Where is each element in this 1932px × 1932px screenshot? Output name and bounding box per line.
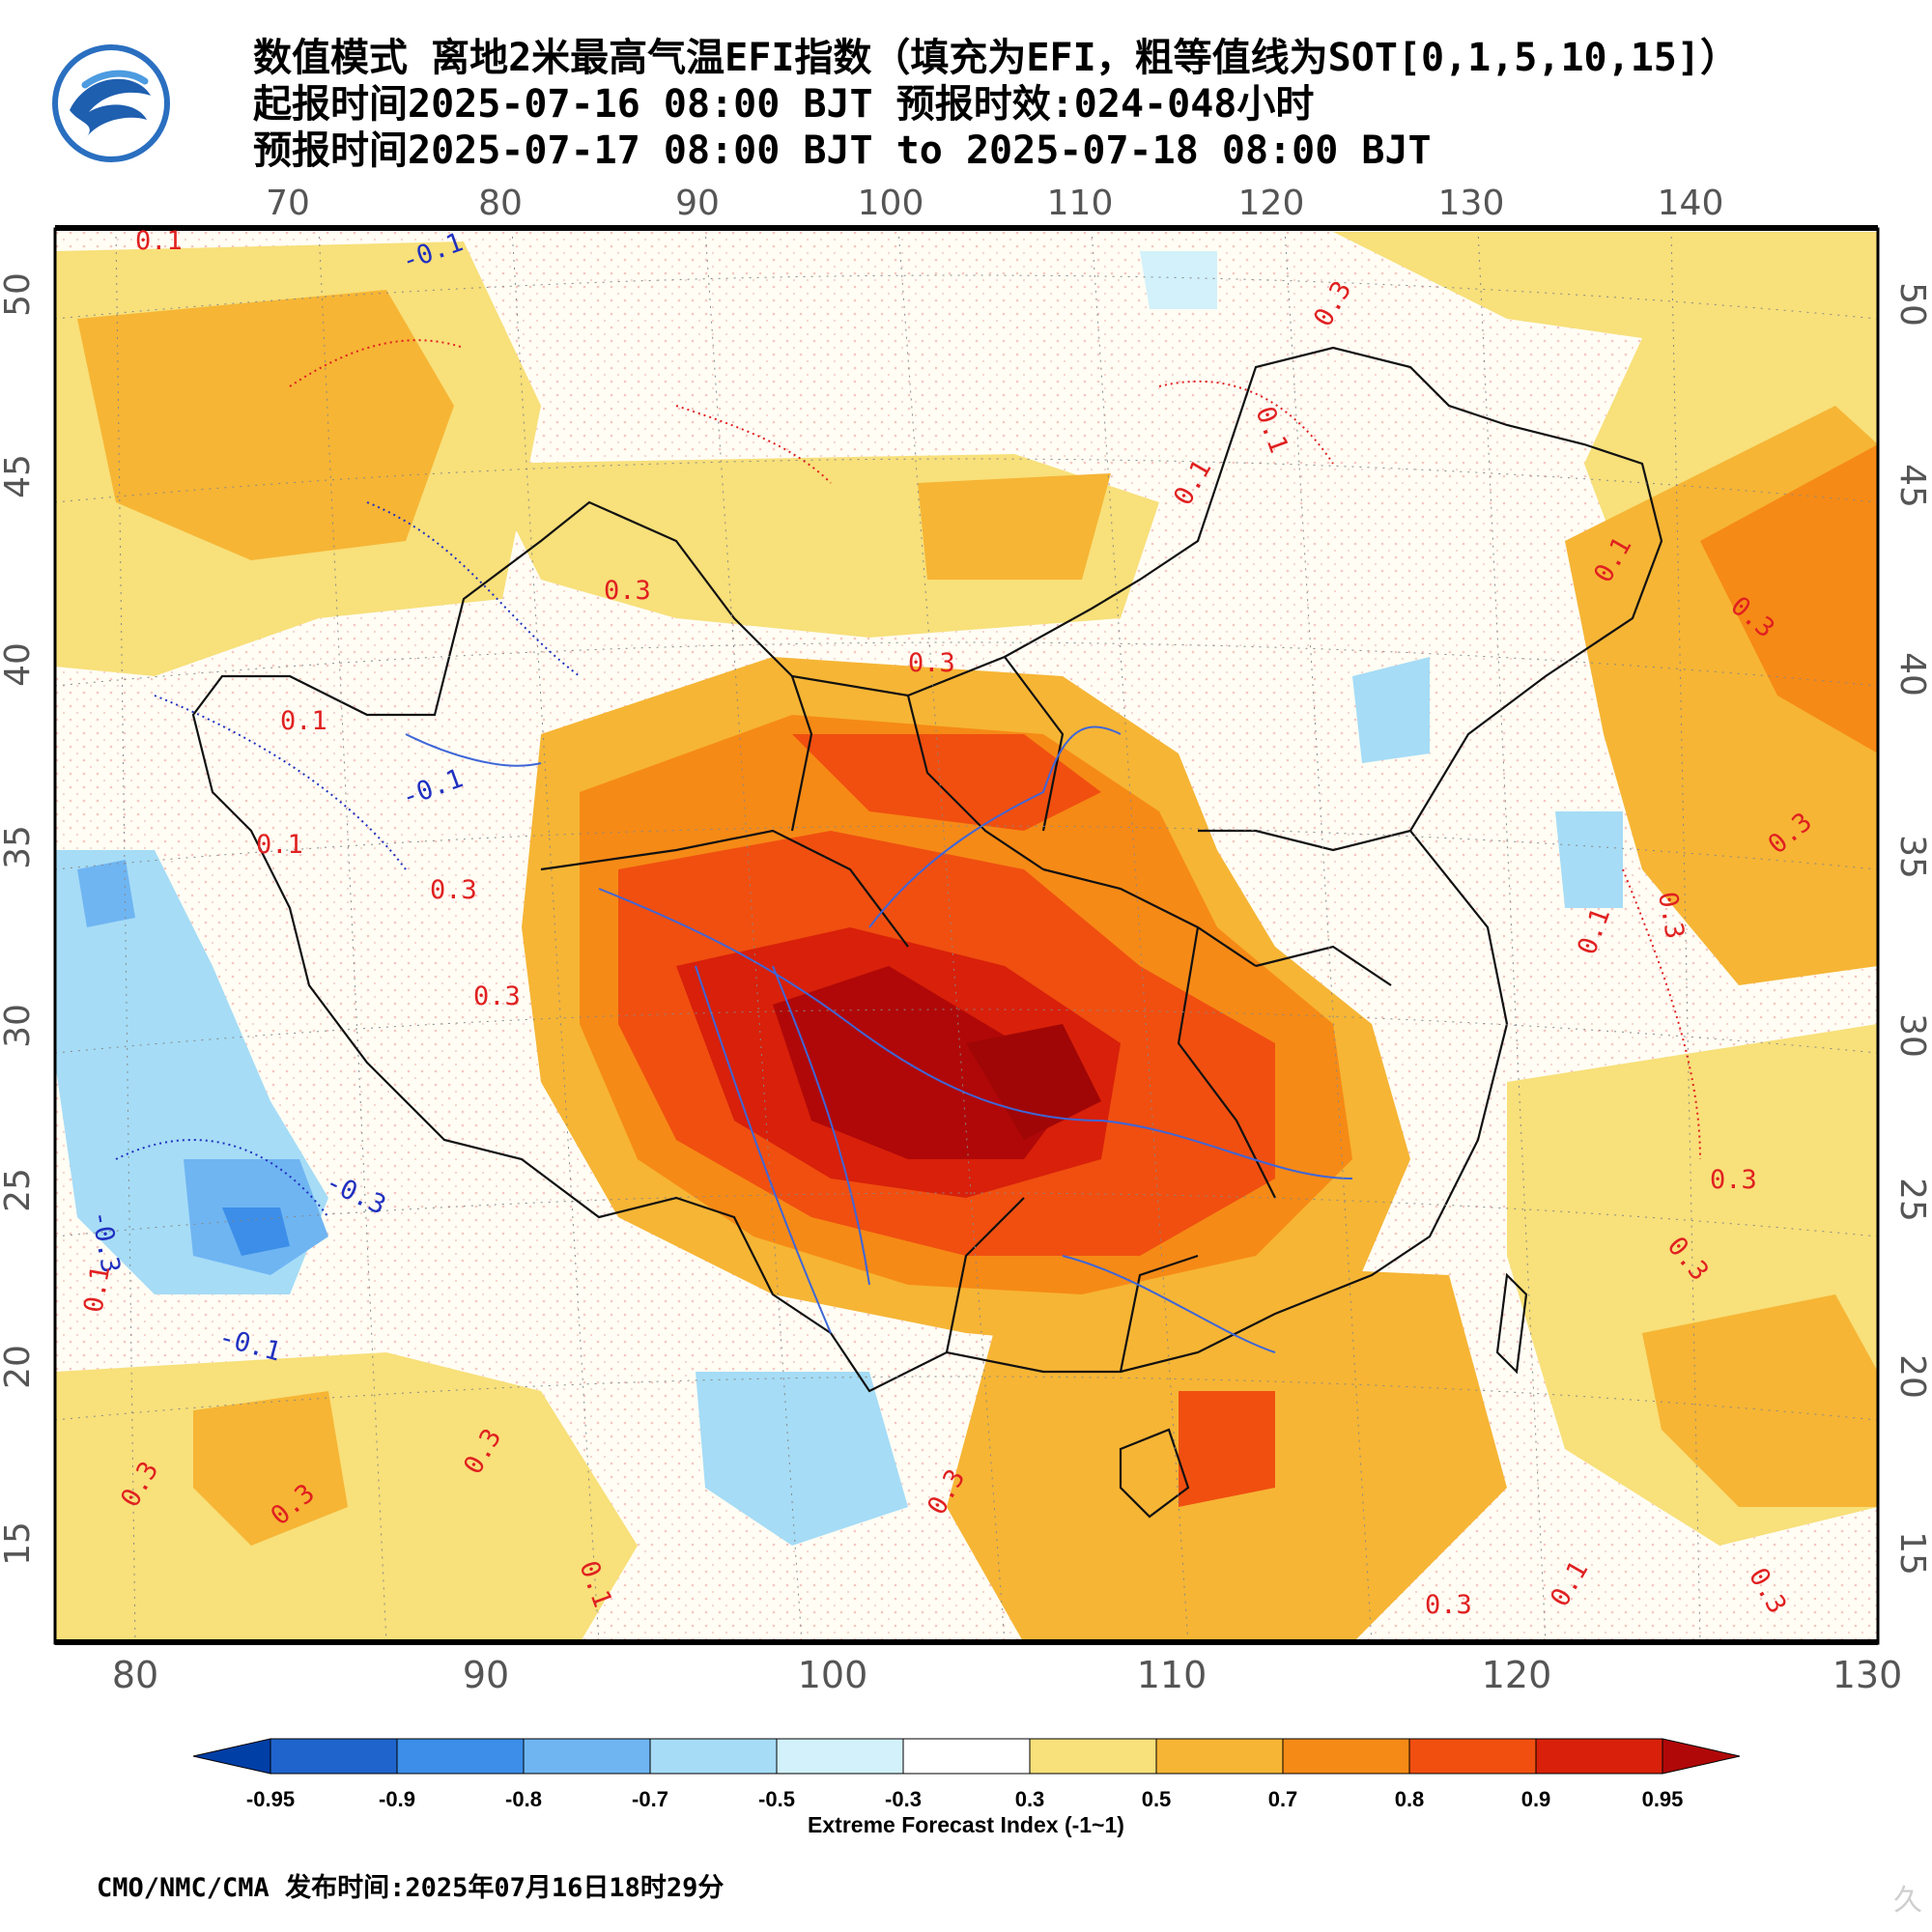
colorbar-tick-label: -0.5	[758, 1787, 795, 1811]
bottom-lon-label-90: 90	[463, 1654, 509, 1696]
top-lon-label-100: 100	[858, 184, 924, 223]
colorbar-low-triangle	[192, 1738, 271, 1775]
top-lon-label-130: 130	[1438, 184, 1505, 223]
right-lat-label-50: 50	[1892, 282, 1932, 327]
contour-label: 0.1	[256, 830, 303, 860]
title-line-1: 数值模式 离地2米最高气温EFI指数（填充为EFI，粗等值线为SOT[0,1,5…	[253, 36, 1739, 80]
contour-label: 0.1	[135, 226, 183, 256]
colorbar-tick-label: 0.95	[1642, 1787, 1684, 1811]
colorbar-tick-label: 0.7	[1268, 1787, 1298, 1811]
colorbar-title: Extreme Forecast Index (-1~1)	[808, 1812, 1124, 1837]
bottom-longitude-labels: 80 90 100 110 120 130	[112, 1654, 1902, 1696]
colorbar-tick-label: -0.95	[246, 1787, 295, 1811]
colorbar-segment	[776, 1738, 904, 1775]
graticule	[54, 228, 1879, 1644]
top-lon-label-80: 80	[478, 184, 523, 223]
top-lon-label-140: 140	[1658, 184, 1724, 223]
top-lon-label-70: 70	[266, 184, 310, 223]
footer-issue-time: CMO/NMC/CMA 发布时间:2025年07月16日18时29分	[97, 1873, 724, 1903]
colorbar-tick-label: 0.5	[1142, 1787, 1172, 1811]
watermark: 久	[1893, 1884, 1922, 1918]
contour-label: 0.1	[280, 706, 327, 736]
colorbar-tick-label: -0.8	[505, 1787, 542, 1811]
top-lon-label-90: 90	[675, 184, 720, 223]
bottom-lon-label-80: 80	[112, 1654, 158, 1696]
china-borders	[191, 346, 1663, 1519]
colorbar-segment	[396, 1738, 525, 1775]
colorbar-segment	[902, 1738, 1031, 1775]
colorbar-tick-label: -0.7	[632, 1787, 668, 1811]
top-longitude-labels: 70 80 90 100 110 120 130 140	[266, 184, 1723, 223]
right-lat-label-30: 30	[1892, 1013, 1932, 1058]
bottom-lon-label-120: 120	[1482, 1654, 1552, 1696]
colorbar-segment	[1282, 1738, 1410, 1775]
contour-label: 0.3	[1425, 1590, 1472, 1620]
colorbar-tick-labels: -0.95 -0.9 -0.8 -0.7 -0.5 -0.3 0.3 0.5 0.7 0.8 0.9…	[246, 1787, 1683, 1811]
top-lon-label-120: 120	[1238, 184, 1305, 223]
left-lat-label-30: 30	[0, 1004, 38, 1048]
right-lat-label-40: 40	[1892, 652, 1932, 696]
left-lat-label-20: 20	[0, 1345, 38, 1389]
colorbar-high-triangle	[1662, 1738, 1741, 1775]
right-lat-label-15: 15	[1892, 1531, 1932, 1576]
bottom-lon-label-100: 100	[798, 1654, 868, 1696]
colorbar-segment	[523, 1738, 651, 1775]
left-lat-label-25: 25	[0, 1168, 38, 1212]
right-lat-label-25: 25	[1892, 1178, 1932, 1222]
colorbar-segment	[1408, 1738, 1537, 1775]
colorbar-tick-label: 0.9	[1521, 1787, 1551, 1811]
colorbar-segment	[1029, 1738, 1157, 1775]
colorbar-tick-label: 0.3	[1015, 1787, 1045, 1811]
bottom-lon-label-130: 130	[1833, 1654, 1903, 1696]
left-lat-label-15: 15	[0, 1521, 38, 1566]
colorbar-tick-label: 0.8	[1395, 1787, 1425, 1811]
colorbar-segment	[270, 1738, 398, 1775]
right-lat-label-20: 20	[1892, 1354, 1932, 1399]
title-block: 数值模式 离地2米最高气温EFI指数（填充为EFI，粗等值线为SOT[0,1,5…	[253, 35, 1895, 174]
sot-contours	[115, 339, 1701, 1218]
cma-logo-icon	[52, 44, 170, 162]
contour-label: 0.3	[604, 576, 651, 606]
contour-label: 0.3	[908, 648, 955, 678]
bottom-lon-label-110: 110	[1137, 1654, 1208, 1696]
right-lat-label-45: 45	[1892, 464, 1932, 508]
right-lat-label-35: 35	[1892, 835, 1932, 879]
colorbar-segment	[649, 1738, 778, 1775]
colorbar-tick-label: -0.3	[885, 1787, 922, 1811]
efi-colorbar	[192, 1738, 1741, 1775]
contour-label: 0.3	[1710, 1165, 1757, 1195]
contour-label: 0.3	[430, 875, 477, 905]
right-latitude-labels: 50 45 40 35 30 25 20 15	[1892, 282, 1932, 1576]
left-latitude-labels: 50 45 40 35 30 25 20 15	[0, 272, 38, 1566]
top-lon-label-110: 110	[1047, 184, 1114, 223]
left-lat-label-40: 40	[0, 642, 38, 687]
title-line-2: 起报时间2025-07-16 08:00 BJT 预报时效:024-048小时	[253, 82, 1315, 127]
colorbar-tick-label: -0.9	[379, 1787, 415, 1811]
efi-fill-layer	[55, 229, 1878, 1643]
colorbar-segment	[1535, 1738, 1663, 1775]
colorbar-segment	[1155, 1738, 1284, 1775]
left-lat-label-50: 50	[0, 272, 38, 317]
contour-label: 0.3	[473, 981, 521, 1011]
left-lat-label-45: 45	[0, 454, 38, 498]
title-line-3: 预报时间2025-07-17 08:00 BJT to 2025-07-18 0…	[253, 128, 1432, 173]
rivers	[405, 725, 1353, 1353]
left-lat-label-35: 35	[0, 825, 38, 869]
